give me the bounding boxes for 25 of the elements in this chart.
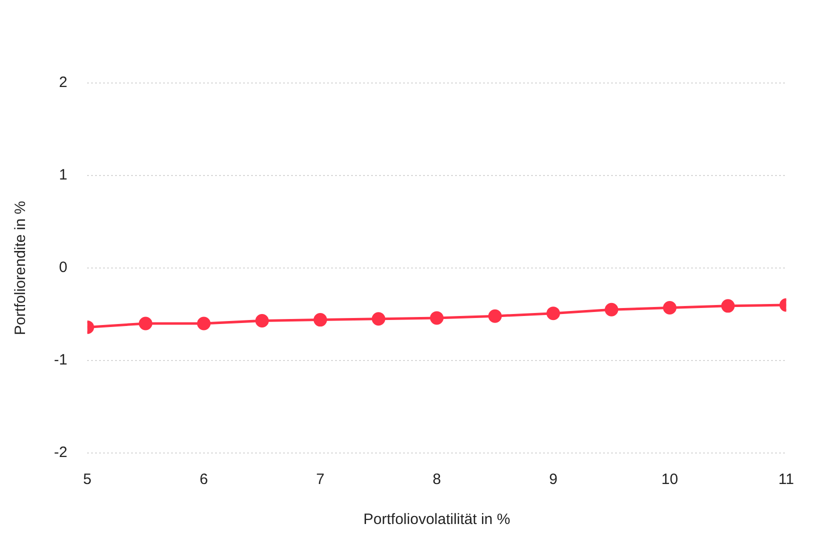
x-tick-label: 6 [200,471,208,488]
point [138,316,152,330]
y-tick-label: 0 [58,259,68,276]
point [314,313,328,327]
x-tick-label: 9 [549,471,558,488]
point [255,314,269,328]
point [372,312,386,326]
x-axis-title: Portfoliovolatilität in % [363,511,510,528]
x-tick-label: 10 [661,471,678,488]
x-tick-label: 5 [83,471,92,488]
point [546,306,560,320]
y-tick-label: -1 [54,352,68,369]
y-tick-label: -2 [54,444,68,462]
x-tick-label: 7 [316,471,324,488]
point [197,316,211,330]
point [430,311,444,325]
point [604,302,618,316]
y-axis-title: Portfoliorendite in % [12,200,30,336]
y-tick-label: 1 [58,166,68,184]
x-tick-label: 8 [432,471,441,488]
point [488,309,502,323]
point [721,299,735,313]
point [662,301,676,315]
y-tick-label: 2 [58,74,68,92]
x-tick-label: 11 [778,471,794,488]
